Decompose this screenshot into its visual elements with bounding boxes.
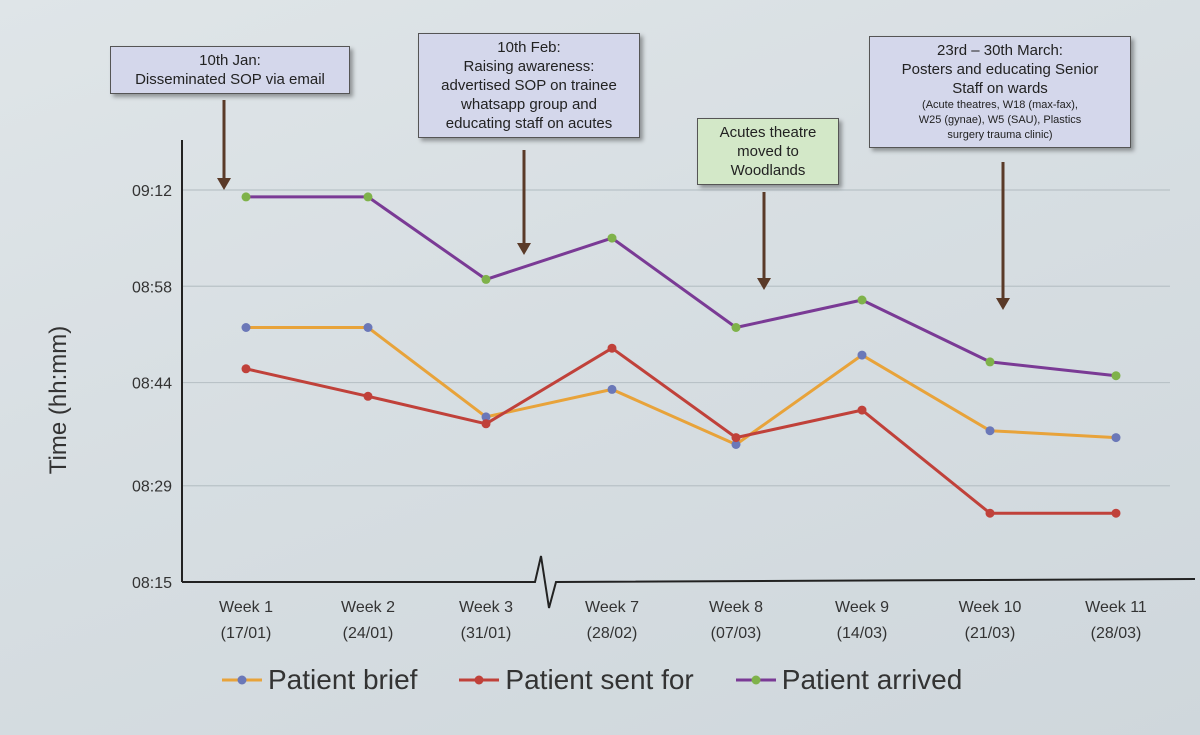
series-line-patient-sent-for <box>245 346 1116 515</box>
annotation-feb-line: educating staff on acutes <box>445 115 613 132</box>
legend-swatch-patient-arrived <box>735 675 776 685</box>
annotation-jan-line: Disseminated SOP via email <box>135 71 325 88</box>
x-tick-label-date: (28/03) <box>1091 625 1142 642</box>
y-axis-title: Time (hh:mm) <box>45 326 72 474</box>
point-patient-arrived <box>363 192 373 202</box>
point-patient-arrived <box>731 323 741 332</box>
legend-swatch-patient-brief <box>222 675 262 685</box>
annotation-march: 23rd – 30th March: Posters and educating … <box>869 36 1131 148</box>
annotation-feb-line: whatsapp group and <box>461 96 597 113</box>
point-patient-brief <box>363 323 373 332</box>
legend-label-patient-arrived: Patient arrived <box>781 664 963 695</box>
point-patient-brief <box>731 440 741 449</box>
point-patient-arrived <box>481 274 491 284</box>
legend-item-patient-brief: Patient brief <box>220 664 417 696</box>
x-tick-label-date: (31/01) <box>461 625 512 642</box>
x-tick-label-date: (21/03) <box>965 625 1016 642</box>
point-patient-sent-for <box>731 433 741 443</box>
point-patient-sent-for <box>607 343 617 353</box>
y-tick-label: 08:44 <box>132 376 172 393</box>
point-patient-sent-for <box>363 391 373 401</box>
point-patient-arrived <box>857 295 867 305</box>
point-patient-brief <box>1111 433 1121 443</box>
point-patient-sent-for <box>241 364 251 374</box>
legend-swatch-marker <box>751 675 761 685</box>
legend: Patient brief Patient sent for Patient a… <box>220 664 962 696</box>
annotation-feb-line: 10th Feb: <box>497 39 561 56</box>
annotation-march-detail: (Acute theatres, W18 (max-fax), <box>922 99 1078 111</box>
annotation-march-text: 23rd – 30th March: Posters and educating … <box>876 41 1124 143</box>
point-patient-arrived <box>241 192 251 202</box>
annotation-woodlands-line: Acutes theatre <box>719 124 817 141</box>
annotation-feb-text: 10th Feb: Raising awareness: advertised SO… <box>425 38 633 133</box>
x-tick-label-week: Week 1 <box>219 599 273 616</box>
y-tick-label: 08:15 <box>132 575 172 592</box>
annotation-woodlands-line: moved to <box>737 143 799 160</box>
annotation-jan-text: 10th Jan: Disseminated SOP via email <box>117 51 343 89</box>
legend-label-patient-sent-for: Patient sent for <box>505 664 694 695</box>
legend-swatch-marker <box>474 675 484 685</box>
y-tick-label: 09:12 <box>132 183 172 200</box>
annotation-arrow-head <box>757 278 771 290</box>
y-tick-label: 08:58 <box>132 279 172 296</box>
x-tick-label-date: (17/01) <box>221 625 272 642</box>
annotation-jan: 10th Jan: Disseminated SOP via email <box>110 46 350 94</box>
annotation-feb-line: advertised SOP on trainee <box>441 77 617 94</box>
series-line-patient-arrived <box>246 195 1117 378</box>
point-patient-brief <box>481 412 491 422</box>
point-patient-sent-for <box>481 419 491 429</box>
annotation-woodlands: Acutes theatre moved to Woodlands <box>697 118 839 185</box>
annotation-march-detail: W25 (gynae), W5 (SAU), Plastics <box>918 114 1082 126</box>
annotation-march-line: 23rd – 30th March: <box>937 42 1063 59</box>
annotation-feb: 10th Feb: Raising awareness: advertised SO… <box>418 33 640 138</box>
annotation-feb-line: Raising awareness: <box>463 58 595 75</box>
x-tick-label-date: (14/03) <box>837 625 888 642</box>
point-patient-arrived <box>985 357 995 367</box>
annotation-march-line: Staff on wards <box>952 80 1048 97</box>
legend-swatch-marker <box>237 675 247 685</box>
point-patient-brief <box>857 350 867 360</box>
x-axis <box>182 555 1196 609</box>
x-tick-label-date: (07/03) <box>711 625 762 642</box>
point-patient-sent-for <box>985 508 995 518</box>
annotation-arrow-head <box>996 298 1010 310</box>
y-tick-label: 08:29 <box>132 479 172 496</box>
x-tick-label-week: Week 3 <box>459 599 513 616</box>
annotation-march-line: Posters and educating Senior <box>901 61 1099 78</box>
x-tick-label-week: Week 8 <box>709 599 763 616</box>
annotation-arrow-head <box>517 243 531 255</box>
point-patient-brief <box>985 426 995 436</box>
point-patient-sent-for <box>1111 508 1121 518</box>
point-patient-brief <box>607 384 617 394</box>
series-line-patient-brief <box>246 326 1117 446</box>
annotation-woodlands-line: Woodlands <box>730 162 806 179</box>
legend-item-patient-arrived: Patient arrived <box>734 664 963 696</box>
point-patient-arrived <box>607 233 617 243</box>
x-tick-label-week: Week 11 <box>1085 599 1147 616</box>
legend-item-patient-sent-for: Patient sent for <box>457 664 694 696</box>
x-tick-label-week: Week 10 <box>959 599 1022 616</box>
annotation-jan-line: 10th Jan: <box>199 52 261 69</box>
legend-label-patient-brief: Patient brief <box>268 664 418 695</box>
annotation-march-detail: surgery trauma clinic) <box>947 129 1053 141</box>
point-patient-brief <box>241 323 251 332</box>
annotation-arrow-head <box>217 178 231 190</box>
legend-swatch-patient-sent-for <box>459 675 500 685</box>
point-patient-arrived <box>1111 371 1121 381</box>
x-tick-label-date: (24/01) <box>343 625 394 642</box>
x-tick-label-week: Week 7 <box>585 599 639 616</box>
point-patient-sent-for <box>857 405 867 415</box>
x-tick-label-date: (28/02) <box>587 625 638 642</box>
x-tick-label-week: Week 2 <box>341 599 395 616</box>
x-tick-label-week: Week 9 <box>835 599 889 616</box>
annotation-woodlands-text: Acutes theatre moved to Woodlands <box>704 123 832 180</box>
